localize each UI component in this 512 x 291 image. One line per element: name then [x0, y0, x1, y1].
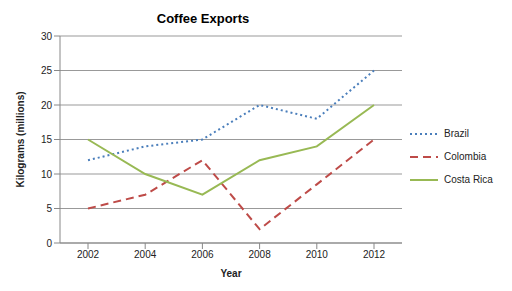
- svg-text:2002: 2002: [77, 249, 100, 260]
- svg-text:20: 20: [41, 100, 53, 111]
- svg-text:2012: 2012: [363, 249, 386, 260]
- html-text:Coffee Exports: Coffee Exports: [156, 11, 250, 26]
- svg-text:Year: Year: [220, 268, 241, 279]
- svg-text:2010: 2010: [306, 249, 329, 260]
- svg-text:2008: 2008: [248, 249, 271, 260]
- svg-text:10: 10: [41, 169, 53, 180]
- svg-text:2004: 2004: [134, 249, 157, 260]
- svg-text:25: 25: [41, 65, 53, 76]
- svg-text:Kilograms (millions): Kilograms (millions): [15, 91, 26, 187]
- svg-text:5: 5: [46, 203, 52, 214]
- svg-text:15: 15: [41, 134, 53, 145]
- html-text:Brazil: Brazil: [444, 128, 469, 139]
- html-text:Colombia: Colombia: [444, 151, 487, 162]
- html-text:Costa Rica: Costa Rica: [444, 174, 493, 185]
- svg-text:30: 30: [41, 31, 53, 42]
- svg-text:2006: 2006: [191, 249, 214, 260]
- svg-text:0: 0: [46, 238, 52, 249]
